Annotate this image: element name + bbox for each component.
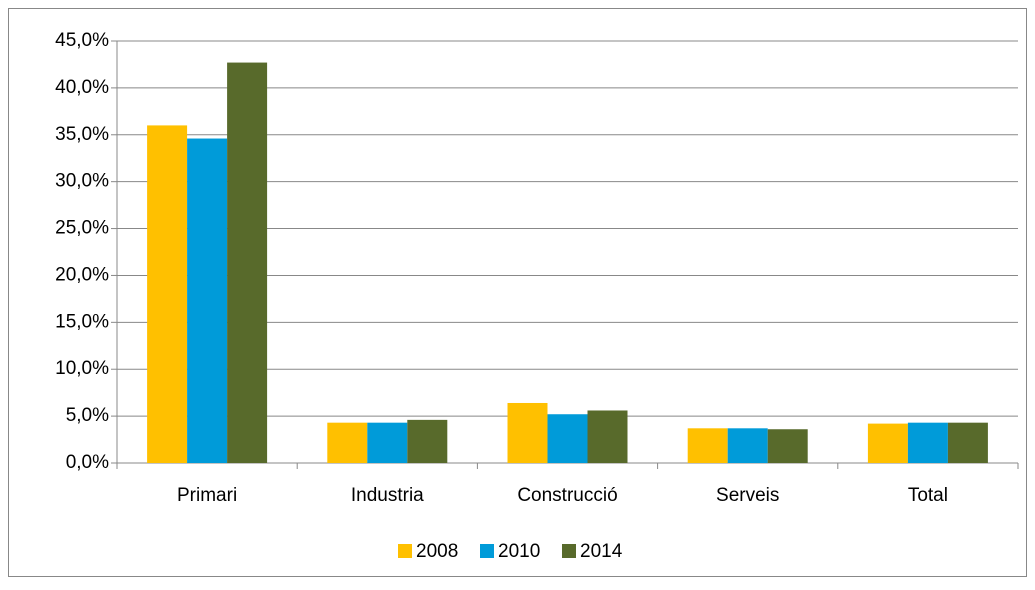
bar [227, 62, 268, 464]
bar [367, 422, 408, 463]
y-tick-label: 0,0% [66, 452, 109, 473]
bar [327, 422, 368, 463]
bar [187, 138, 228, 464]
bar [727, 428, 768, 463]
bar [947, 422, 988, 463]
legend-swatch [398, 544, 412, 558]
x-tick-label: Primari [177, 485, 237, 506]
bar [547, 414, 588, 463]
bar [907, 422, 948, 463]
x-tick-label: Industria [351, 485, 424, 506]
y-tick-label: 40,0% [55, 77, 109, 98]
legend-swatch [480, 544, 494, 558]
x-tick-label: Total [908, 485, 948, 506]
legend-label: 2014 [580, 541, 623, 562]
x-tick-label: Construcció [517, 485, 617, 506]
bar [767, 429, 808, 463]
y-tick-label: 15,0% [55, 311, 109, 332]
y-tick-label: 30,0% [55, 171, 109, 192]
bar [147, 125, 188, 464]
bar [507, 402, 548, 463]
legend-label: 2008 [416, 541, 458, 562]
y-tick-label: 25,0% [55, 218, 109, 239]
bar [407, 419, 448, 463]
y-tick-label: 45,0% [55, 30, 109, 51]
y-tick-label: 10,0% [55, 358, 109, 379]
y-tick-label: 5,0% [66, 405, 109, 426]
y-tick-label: 35,0% [55, 124, 109, 145]
x-tick-label: Serveis [716, 485, 779, 506]
legend-label: 2010 [498, 541, 540, 562]
legend-swatch [562, 544, 576, 558]
bar [687, 428, 728, 463]
y-tick-label: 20,0% [55, 264, 109, 285]
bar [867, 423, 908, 463]
bar [587, 410, 628, 463]
